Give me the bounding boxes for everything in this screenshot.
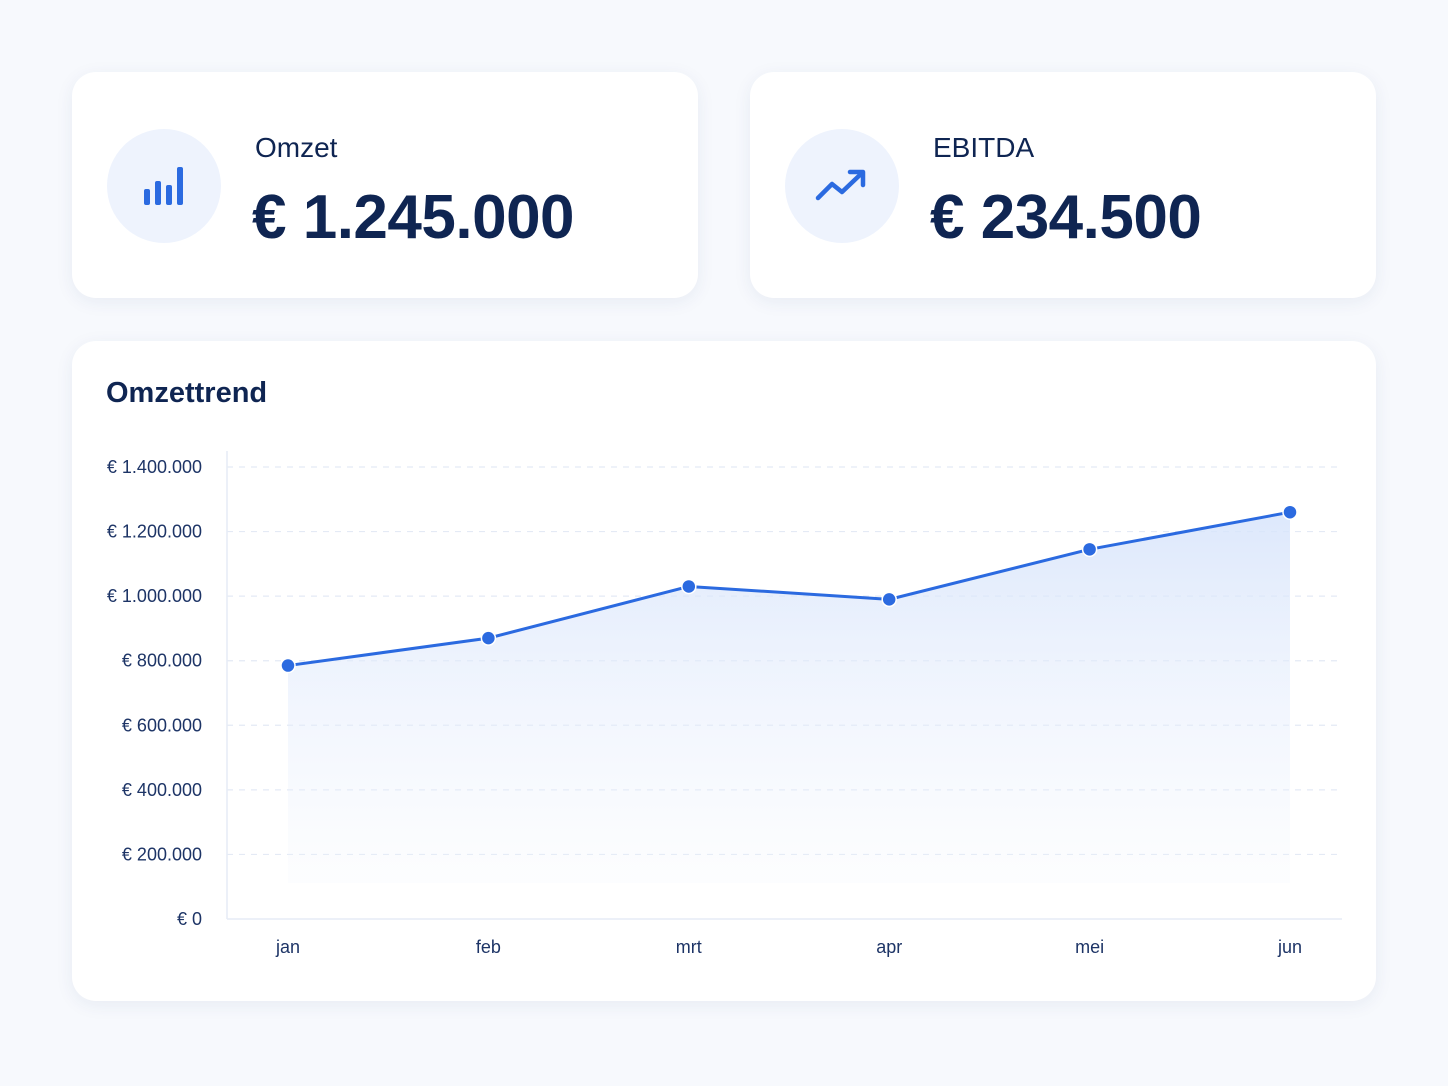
data-point[interactable] (881, 591, 897, 608)
y-tick-label: € 1.400.000 (107, 457, 202, 477)
y-tick-label: € 600.000 (122, 715, 202, 735)
data-point[interactable] (480, 630, 497, 646)
x-tick-label: apr (876, 937, 902, 957)
trending-up-icon (785, 129, 899, 243)
x-tick-label: feb (476, 937, 501, 957)
x-tick-label: mrt (676, 937, 702, 957)
kpi-label: Omzet (255, 132, 338, 163)
data-point[interactable] (1081, 541, 1098, 558)
series-area (288, 512, 1290, 883)
y-tick-label: € 1.200.000 (107, 522, 202, 542)
y-tick-label: € 400.000 (122, 780, 202, 800)
y-tick-label: € 1.000.000 (107, 586, 202, 606)
revenue-trend-card: Omzettrend € 0 € 200.000 € 400.000 € 600.00… (72, 341, 1376, 1001)
y-tick-label: € 800.000 (122, 651, 202, 671)
y-tick-label: € 200.000 (122, 844, 202, 864)
data-point[interactable] (681, 578, 697, 595)
x-tick-label: jan (275, 937, 300, 957)
kpi-value: € 1.245.000 (252, 183, 575, 252)
kpi-label: EBITDA (933, 132, 1035, 163)
chart-title: Omzettrend (106, 377, 268, 409)
data-point[interactable] (1282, 504, 1298, 520)
kpi-card-omzet: Omzet € 1.245.000 (72, 72, 698, 298)
y-tick-label: € 0 (177, 909, 202, 929)
x-tick-label: mei (1075, 937, 1104, 957)
kpi-card-ebitda: EBITDA € 234.500 (750, 72, 1376, 298)
series-line (287, 510, 1291, 668)
x-tick-label: jun (1277, 937, 1302, 957)
revenue-trend-chart: € 0 € 200.000 € 400.000 € 600.000 € 800.000 €… (107, 451, 1342, 957)
bar-chart-icon (107, 129, 221, 243)
kpi-value: € 234.500 (930, 183, 1202, 252)
data-point[interactable] (280, 657, 296, 674)
